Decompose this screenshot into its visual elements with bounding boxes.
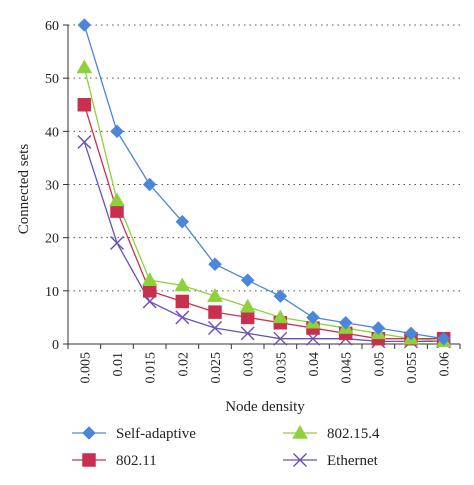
legend-item-802-15-4: 802.15.4: [283, 424, 380, 442]
data-point: [109, 192, 125, 207]
series-802-11: [83, 104, 444, 340]
data-point: [273, 331, 288, 346]
data-point: [141, 272, 158, 286]
x-tick-labels: 0.005 0.01 0.015 0.02 0.025 0.03 0.035 0.04 0.04…: [78, 352, 452, 384]
x-tick-label: 0.035: [274, 352, 289, 384]
legend-marker: [82, 453, 96, 467]
data-point: [338, 315, 353, 330]
x-tick-label: 0.01: [111, 352, 126, 377]
data-point: [208, 321, 222, 336]
data-point: [77, 134, 92, 149]
y-tick-label: 20: [45, 232, 59, 247]
data-point: [208, 305, 222, 319]
data-point: [208, 257, 222, 272]
data-point: [240, 310, 255, 325]
data-point: [76, 59, 93, 74]
y-axis-title: Connected sets: [16, 144, 32, 235]
markers-802-11: [77, 98, 451, 346]
x-axis-title: Node density: [225, 399, 305, 415]
data-point: [175, 294, 190, 309]
x-tick-label: 0.055: [405, 352, 420, 384]
data-point: [175, 214, 190, 229]
data-point: [306, 310, 320, 325]
x-tick-label: 0.025: [209, 352, 224, 384]
grid-lines: [68, 24, 460, 292]
data-point: [142, 177, 157, 192]
legend-item-802-11: 802.11: [72, 453, 157, 469]
data-point: [207, 288, 223, 302]
x-tick-label: 0.06: [438, 352, 453, 377]
data-point: [240, 273, 255, 288]
series-line: [83, 24, 444, 340]
legend: Self-adaptive 802.15.4 802.11 Ethernet: [72, 424, 380, 469]
data-point: [110, 204, 124, 218]
data-point: [174, 277, 191, 292]
x-tick-label: 0.03: [242, 352, 257, 377]
data-point: [272, 309, 289, 324]
data-point: [371, 321, 386, 335]
data-point: [175, 310, 190, 325]
x-tick-label: 0.045: [340, 352, 355, 384]
x-tick-label: 0.005: [78, 352, 93, 384]
legend-item-self-adaptive: Self-adaptive: [72, 426, 196, 442]
data-point: [142, 284, 157, 298]
data-point: [110, 235, 124, 250]
markers-self-adaptive: [77, 18, 451, 346]
x-tick-label: 0.015: [144, 352, 159, 384]
y-tick-labels: 0 10 20 30 40 50 60: [45, 19, 59, 353]
series-802-15-4: [83, 67, 444, 342]
legend-marker: [292, 424, 308, 439]
data-point: [273, 289, 288, 304]
data-point: [239, 298, 256, 313]
y-tick-label: 10: [45, 285, 59, 300]
data-point: [436, 331, 451, 346]
data-point: [77, 18, 92, 32]
legend-marker: [82, 426, 96, 440]
y-tick-label: 60: [45, 19, 59, 34]
legend-item-ethernet: Ethernet: [283, 453, 379, 469]
series-line: [83, 67, 444, 342]
data-point: [110, 124, 124, 139]
series-self-adaptive: [83, 24, 444, 340]
data-point: [404, 326, 418, 341]
series-line: [83, 104, 444, 340]
data-point: [240, 326, 255, 341]
y-tick-label: 50: [45, 72, 59, 87]
legend-label: 802.15.4: [327, 426, 380, 442]
legend-label: Ethernet: [327, 453, 379, 469]
data-point: [77, 98, 92, 112]
legend-label: Self-adaptive: [116, 426, 196, 442]
x-tick-label: 0.02: [176, 352, 191, 377]
axes: [63, 24, 461, 349]
series: [76, 18, 452, 349]
y-tick-label: 40: [45, 125, 59, 140]
markers-802-15-4: [76, 59, 452, 348]
y-tick-label: 0: [52, 338, 59, 353]
legend-marker: [293, 453, 307, 467]
x-tick-label: 0.04: [307, 352, 322, 377]
y-tick-label: 30: [45, 179, 59, 194]
x-tick-label: 0.05: [372, 352, 387, 377]
legend-label: 802.11: [116, 453, 157, 469]
